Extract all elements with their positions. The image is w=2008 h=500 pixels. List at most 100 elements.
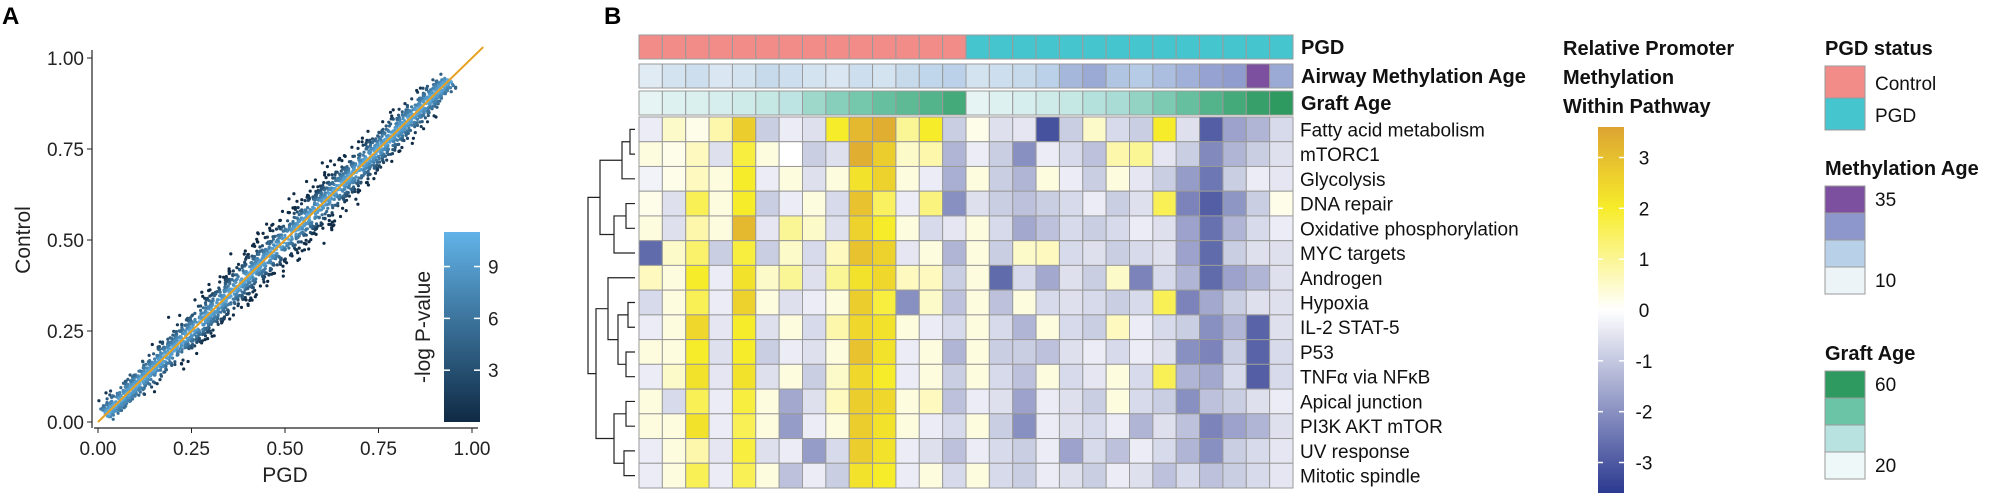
heatmap-cell bbox=[942, 190, 967, 217]
scatter-point bbox=[366, 177, 370, 181]
scatter-point bbox=[420, 96, 424, 100]
heatmap-cell bbox=[731, 215, 757, 242]
scatter-point bbox=[229, 252, 233, 256]
scatter-point bbox=[333, 219, 337, 223]
scatter-point bbox=[180, 350, 184, 354]
scatter-point bbox=[375, 168, 379, 172]
scatter-point bbox=[218, 275, 222, 279]
scatter-point bbox=[313, 198, 317, 202]
scatter-point bbox=[342, 177, 346, 181]
heatmap-cell bbox=[1175, 215, 1201, 242]
scatter-point bbox=[150, 342, 154, 347]
color-scale-title-line: Relative Promoter bbox=[1563, 38, 1734, 60]
heatmap-cell bbox=[755, 339, 780, 365]
annotation-cell bbox=[1012, 90, 1037, 116]
scatter-point bbox=[227, 267, 231, 271]
scatter-point bbox=[304, 208, 308, 212]
heatmap-cell bbox=[1222, 462, 1247, 489]
heatmap-cell bbox=[685, 363, 710, 390]
scatter-point bbox=[105, 414, 110, 418]
heatmap-cell bbox=[778, 462, 804, 489]
scatter-point bbox=[191, 342, 195, 346]
heatmap-cell bbox=[825, 363, 850, 390]
scatter-point bbox=[162, 370, 166, 374]
scatter-point bbox=[170, 363, 174, 367]
scatter-point bbox=[291, 219, 295, 224]
scatter-point bbox=[227, 271, 231, 276]
scatter-point bbox=[306, 198, 310, 202]
heatmap-cell bbox=[731, 165, 757, 192]
scatter-point bbox=[393, 136, 397, 140]
scatter-point bbox=[352, 166, 356, 170]
scatter-point bbox=[184, 318, 188, 322]
heatmap-cell bbox=[1035, 388, 1060, 415]
heatmap-cell bbox=[965, 363, 990, 390]
scatter-point bbox=[442, 86, 447, 90]
scatter-point bbox=[429, 106, 433, 110]
scatter-point bbox=[137, 387, 141, 391]
scatter-point bbox=[302, 248, 307, 252]
heatmap-row-label: TNFα via NFκB bbox=[1300, 368, 1430, 389]
scatter-point bbox=[204, 302, 208, 307]
annotation-cell bbox=[731, 63, 757, 89]
heatmap-cell bbox=[942, 215, 967, 242]
heatmap-cell bbox=[1199, 116, 1224, 143]
scatter-point bbox=[156, 345, 160, 349]
scatter-point bbox=[193, 320, 197, 324]
scatter-point bbox=[199, 316, 203, 320]
scatter-point bbox=[128, 373, 132, 377]
annotation-cell bbox=[755, 90, 780, 116]
scatter-point bbox=[341, 189, 345, 193]
scatter-point bbox=[294, 247, 298, 252]
heatmap-cell bbox=[1245, 264, 1271, 291]
annotation-cell bbox=[708, 63, 733, 89]
scatter-point bbox=[232, 306, 236, 310]
heatmap-cell bbox=[802, 314, 827, 341]
scatter-point bbox=[393, 142, 397, 146]
scatter-point bbox=[185, 325, 189, 329]
annotation-cell bbox=[755, 34, 780, 60]
heatmap-cell bbox=[918, 240, 944, 266]
legend-title: Graft Age bbox=[1825, 343, 1915, 365]
heatmap-cell bbox=[802, 165, 827, 192]
x-tick-label: 0.00 bbox=[80, 439, 117, 460]
scatter-point bbox=[217, 286, 221, 290]
heatmap-cell bbox=[1082, 438, 1107, 464]
heatmap-cell bbox=[872, 363, 897, 390]
scatter-point bbox=[421, 86, 425, 90]
scatter-point bbox=[397, 107, 401, 111]
scatter-point bbox=[308, 189, 312, 193]
scatter-point bbox=[236, 262, 241, 266]
heatmap-cell bbox=[1105, 314, 1131, 341]
heatmap-cell bbox=[1199, 215, 1224, 242]
scatter-point bbox=[368, 144, 372, 148]
scatter-point bbox=[342, 194, 346, 198]
y-tick-label: 0.75 bbox=[47, 140, 84, 161]
heatmap-cell bbox=[988, 240, 1014, 266]
heatmap-cell bbox=[1129, 141, 1154, 167]
scatter-point bbox=[323, 173, 327, 177]
scatter-point bbox=[350, 145, 354, 149]
scatter-point bbox=[365, 145, 369, 149]
scatter-point bbox=[147, 353, 151, 357]
scatter-point bbox=[330, 228, 334, 232]
heatmap-cell bbox=[918, 165, 944, 192]
scatter-point bbox=[321, 226, 325, 230]
scatter-point bbox=[168, 355, 172, 359]
heatmap-cell bbox=[988, 264, 1014, 291]
scatter-point bbox=[274, 227, 279, 231]
heatmap-cell bbox=[1199, 264, 1224, 291]
scatter-point bbox=[442, 79, 447, 83]
y-tick-label: 1.00 bbox=[47, 49, 84, 70]
heatmap-cell bbox=[1082, 116, 1107, 143]
heatmap-cell bbox=[1222, 190, 1247, 217]
heatmap-cell bbox=[778, 339, 804, 365]
scatter-point bbox=[177, 336, 181, 340]
heatmap-cell bbox=[1245, 289, 1271, 316]
scatter-point bbox=[299, 240, 303, 244]
heatmap-cell bbox=[1245, 413, 1271, 440]
heatmap-cell bbox=[802, 264, 827, 291]
scatter-point bbox=[323, 212, 327, 216]
scatter-point bbox=[211, 328, 215, 332]
